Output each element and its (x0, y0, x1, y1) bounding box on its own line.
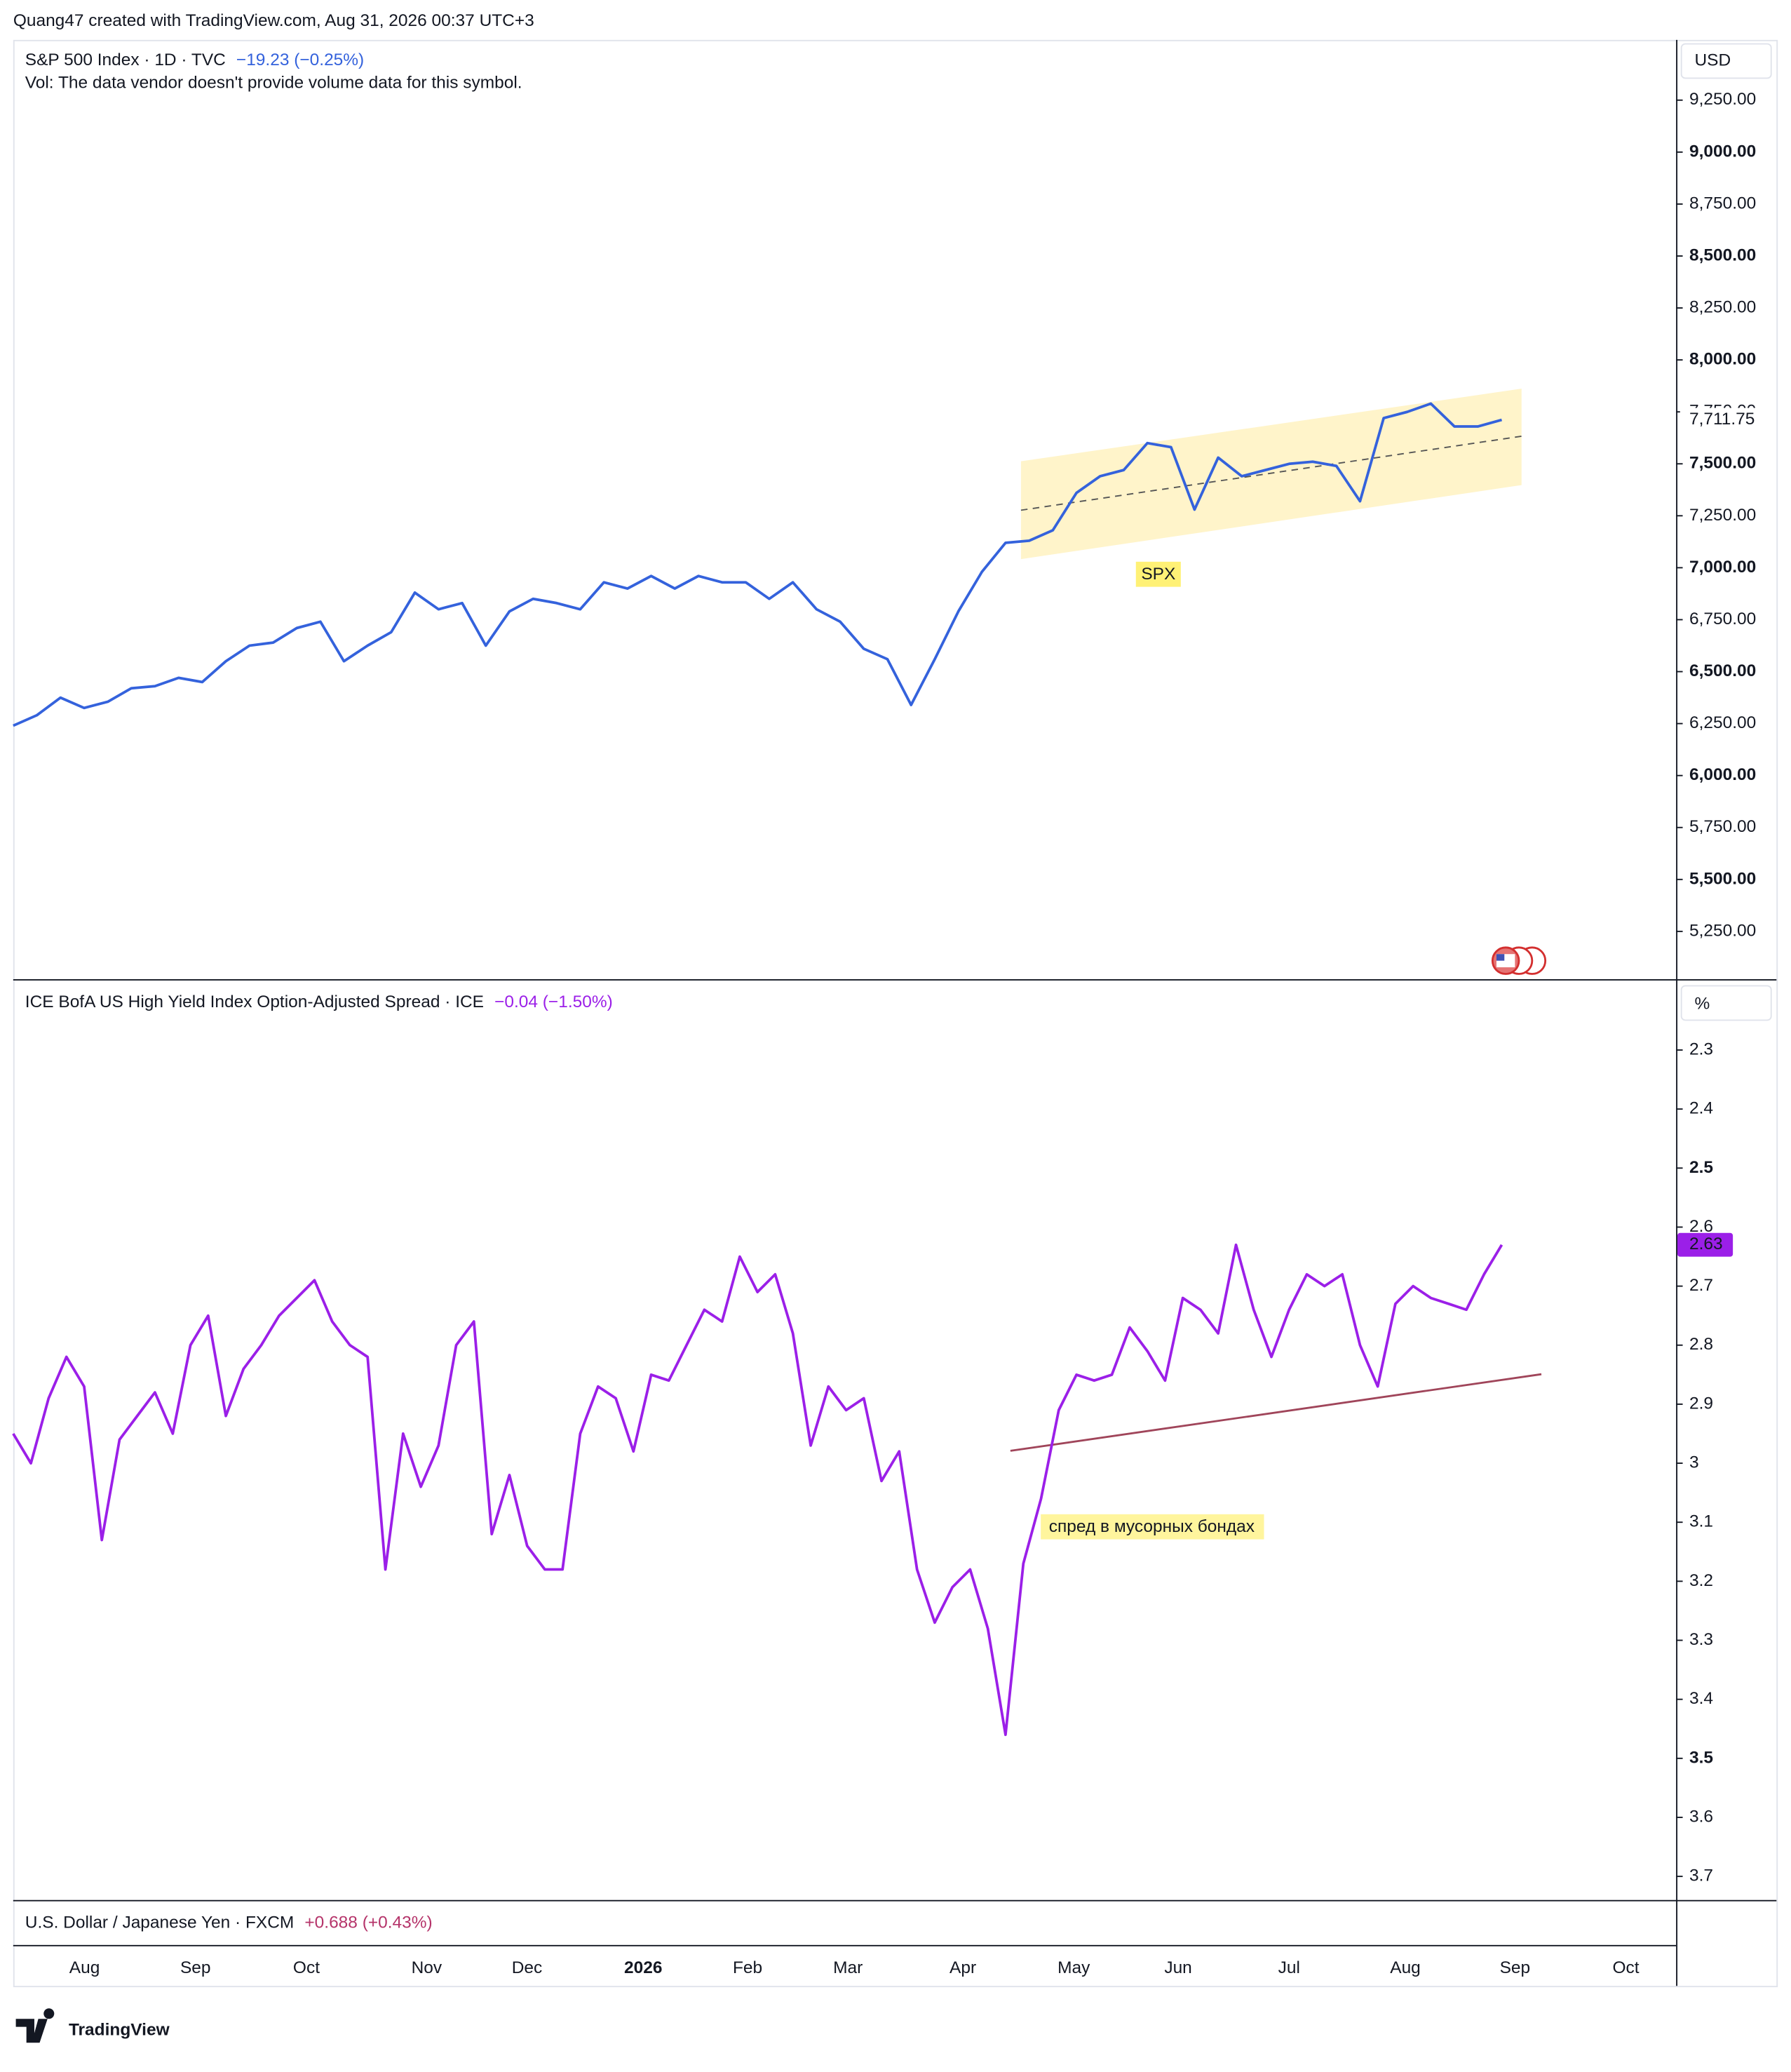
x-tick-label: Aug (1390, 1958, 1421, 1977)
unit-label[interactable]: USD (1695, 51, 1731, 69)
y-tick-label: 5,500.00 (1689, 869, 1756, 888)
pane-title-text: ICE BofA US High Yield Index Option-Adju… (25, 993, 484, 1011)
annotation-label: SPX (1141, 565, 1175, 584)
y-tick-label: 3.2 (1689, 1571, 1713, 1590)
pane-subtitle: Vol: The data vendor doesn't provide vol… (25, 73, 522, 92)
annotation-box (1135, 561, 1181, 587)
y-tick-label: 8,500.00 (1689, 245, 1756, 264)
pane-change: −19.23 (−0.25%) (236, 51, 364, 69)
x-tick-label: Feb (733, 1958, 762, 1977)
x-tick-label: Oct (1613, 1958, 1640, 1977)
y-tick-label: 2.3 (1689, 1040, 1713, 1058)
brand-logo[interactable] (15, 2008, 55, 2043)
x-tick-label: Sep (1500, 1958, 1531, 1977)
x-tick-label: Jun (1164, 1958, 1191, 1977)
unit-box[interactable] (1680, 43, 1772, 79)
x-tick-label: Dec (512, 1958, 543, 1977)
last-price-label: 7,711.75 (1689, 410, 1755, 429)
pane-change: −0.04 (−1.50%) (494, 993, 613, 1011)
pane-title-text: U.S. Dollar / Japanese Yen · FXCM (25, 1913, 295, 1932)
y-tick-label: 2.7 (1689, 1276, 1713, 1295)
y-tick-label: 5,250.00 (1689, 921, 1756, 940)
y-tick-label: 8,000.00 (1689, 350, 1756, 369)
pane-title: ICE BofA US High Yield Index Option-Adju… (25, 993, 613, 1011)
price-line (13, 402, 1503, 727)
annotation-label: спред в мусорных бондах (1049, 1517, 1255, 1536)
unit-box[interactable] (1680, 985, 1772, 1021)
x-tick-label: Aug (69, 1958, 100, 1977)
y-tick-label: 6,750.00 (1689, 610, 1756, 628)
x-tick-label: Oct (293, 1958, 320, 1977)
pane-title: S&P 500 Index · 1D · TVC −19.23 (−0.25%) (25, 51, 364, 69)
x-tick-label: Sep (180, 1958, 211, 1977)
y-tick-label: 9,000.00 (1689, 142, 1756, 161)
y-tick-label: 8,750.00 (1689, 194, 1756, 213)
y-tick-label: 2.4 (1689, 1099, 1713, 1118)
y-tick-label: 9,250.00 (1689, 90, 1756, 109)
y-tick-label: 3.7 (1689, 1866, 1713, 1885)
y-tick-label: 3.4 (1689, 1689, 1713, 1708)
event-icon[interactable] (1491, 946, 1547, 975)
y-tick-label: 5,750.00 (1689, 817, 1756, 836)
pane-title: U.S. Dollar / Japanese Yen · FXCM +0.688 … (25, 1913, 433, 1932)
x-tick-label: Nov (412, 1958, 442, 1977)
y-tick-label: 2.5 (1689, 1158, 1713, 1177)
y-tick-label: 2.9 (1689, 1394, 1713, 1413)
frame (13, 39, 1778, 1988)
y-tick-label: 3.1 (1689, 1512, 1713, 1531)
header-text: Quang47 created with TradingView.com, Au… (13, 11, 534, 30)
y-tick-label: 2.6 (1689, 1217, 1713, 1236)
y-tick-label: 7,000.00 (1689, 558, 1756, 577)
y-tick-label: 3.6 (1689, 1807, 1713, 1826)
y-tick-label: 7,500.00 (1689, 454, 1756, 473)
pane-title-text: S&P 500 Index · 1D · TVC (25, 51, 226, 69)
y-tick-label: 3 (1689, 1453, 1699, 1472)
last-price-tag (1680, 408, 1765, 432)
y-tick-label: 3.3 (1689, 1630, 1713, 1649)
channel-midline (1020, 435, 1522, 511)
brand-name[interactable]: TradingView (69, 2021, 170, 2040)
pane-change: +0.688 (+0.43%) (304, 1913, 432, 1932)
unit-label[interactable]: % (1695, 994, 1710, 1013)
x-tick-label: May (1057, 1958, 1090, 1977)
last-price-tag (1677, 1232, 1733, 1257)
x-tick-label: 2026 (624, 1958, 662, 1977)
y-tick-label: 8,250.00 (1689, 298, 1756, 317)
y-tick-label: 6,500.00 (1689, 661, 1756, 680)
x-tick-label: Jul (1278, 1958, 1300, 1977)
x-tick-label: Mar (833, 1958, 863, 1977)
y-tick-label: 2.8 (1689, 1335, 1713, 1354)
y-tick-label: 3.5 (1689, 1748, 1713, 1767)
trend-line (1010, 1373, 1542, 1452)
annotation-box (1041, 1514, 1264, 1540)
x-tick-label: Apr (949, 1958, 976, 1977)
y-tick-label: 6,250.00 (1689, 713, 1756, 732)
y-tick-label: 6,000.00 (1689, 765, 1756, 784)
y-tick-label: 7,250.00 (1689, 506, 1756, 525)
last-price-label: 2.63 (1689, 1235, 1723, 1253)
price-line (12, 1243, 1503, 1737)
